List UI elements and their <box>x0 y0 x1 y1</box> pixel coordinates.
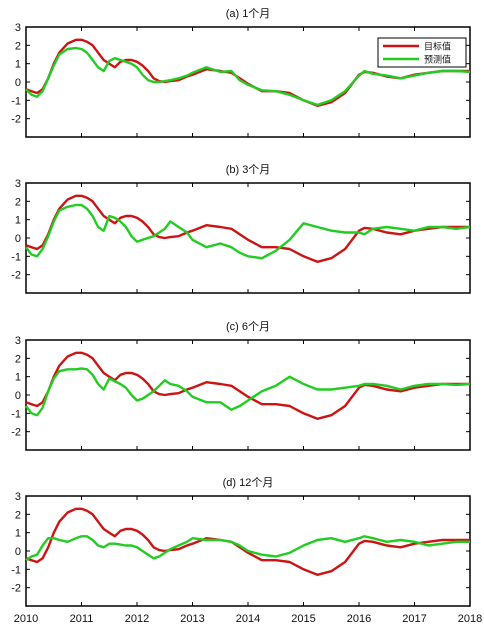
series-line-predicted <box>25 367 471 417</box>
y-tick-label: -1 <box>11 564 21 576</box>
y-tick-label: 2 <box>15 40 21 52</box>
y-tick-label: 1 <box>15 59 21 71</box>
y-tick-label: 3 <box>15 491 21 503</box>
y-tick-label: -1 <box>11 251 21 263</box>
y-tick-label: -2 <box>11 583 21 595</box>
y-tick-label: -2 <box>11 270 21 282</box>
x-tick-label: 2013 <box>180 613 204 625</box>
plot-frame <box>25 339 471 451</box>
y-tick-label: -2 <box>11 114 21 126</box>
y-tick-label: -1 <box>11 408 21 420</box>
x-tick-label: 2018 <box>458 613 482 625</box>
panel-3: (c) 6个月 -2 -1 0 1 2 3 <box>11 320 471 451</box>
series-line-target <box>25 194 470 263</box>
x-tick-label: 2014 <box>236 613 260 625</box>
y-tick-label: -1 <box>11 95 21 107</box>
y-tick-label: 0 <box>15 546 21 558</box>
x-tick-label: 2012 <box>125 613 149 625</box>
y-tick-label: 0 <box>15 390 21 402</box>
y-tick-label: 1 <box>15 215 21 227</box>
legend-label-predicted: 预测值 <box>424 54 451 65</box>
x-tick-label: 2011 <box>70 613 94 625</box>
legend-label-target: 目标值 <box>424 41 451 52</box>
panel-title: (a) 1个月 <box>226 7 271 20</box>
x-tick-label: 2017 <box>402 613 426 625</box>
x-tick-label: 2010 <box>14 613 38 625</box>
panel-2: (b) 3个月 -2 -1 0 1 2 3 <box>11 163 471 294</box>
panel-4: (d) 12个月 -2 -1 0 1 2 3 2010 2011 2012 2013 2014 2015… <box>11 476 482 625</box>
y-tick-label: 2 <box>15 509 21 521</box>
series-line-predicted <box>25 535 470 562</box>
y-tick-label: 3 <box>15 178 21 190</box>
y-tick-label: 3 <box>15 22 21 34</box>
series-line-predicted <box>25 46 471 107</box>
y-tick-label: 2 <box>15 353 21 365</box>
y-tick-label: 0 <box>15 233 21 245</box>
y-tick-label: 1 <box>15 372 21 384</box>
panel-title: (d) 12个月 <box>223 476 274 489</box>
panel-title: (c) 6个月 <box>226 320 270 333</box>
x-tick-label: 2016 <box>347 613 371 625</box>
y-tick-label: 1 <box>15 528 21 540</box>
series-line-predicted <box>25 203 471 260</box>
y-tick-label: 0 <box>15 77 21 89</box>
plot-frame <box>25 182 471 294</box>
y-tick-label: 3 <box>15 335 21 347</box>
x-tick-label: 2015 <box>291 613 315 625</box>
y-tick-label: 2 <box>15 196 21 208</box>
panel-title: (b) 3个月 <box>226 163 271 176</box>
y-tick-label: -2 <box>11 427 21 439</box>
legend-box <box>377 37 467 68</box>
